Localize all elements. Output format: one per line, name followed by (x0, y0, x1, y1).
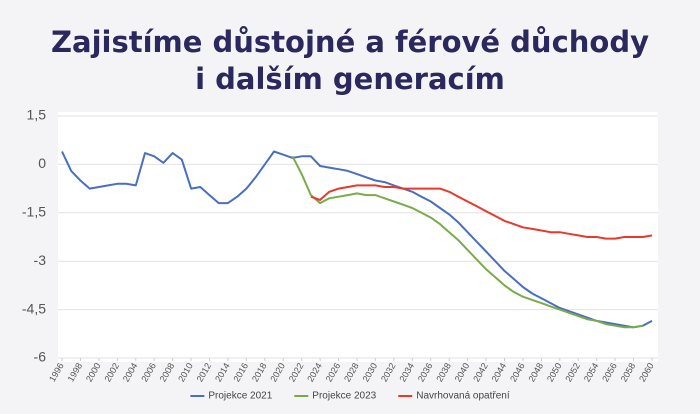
y-tick-label: -3 (34, 252, 47, 268)
plot-area (58, 112, 658, 362)
legend-label: Projekce 2021 (208, 391, 272, 402)
y-tick-label: -4,5 (22, 300, 46, 316)
series-line (61, 150, 653, 329)
y-tick-label: -1,5 (22, 204, 46, 220)
legend-label: Navrhovaná opatření (416, 391, 510, 402)
legend-label: Projekce 2023 (312, 391, 376, 402)
y-tick-label: -6 (34, 349, 47, 365)
y-tick-label: 0 (38, 155, 46, 171)
chart-title: i dalším generacím (195, 62, 505, 96)
chart-title: Zajistíme důstojné a férové důchody (51, 25, 649, 59)
series-line (310, 184, 653, 240)
y-tick-label: 1,5 (27, 107, 47, 123)
series-line (291, 155, 643, 329)
